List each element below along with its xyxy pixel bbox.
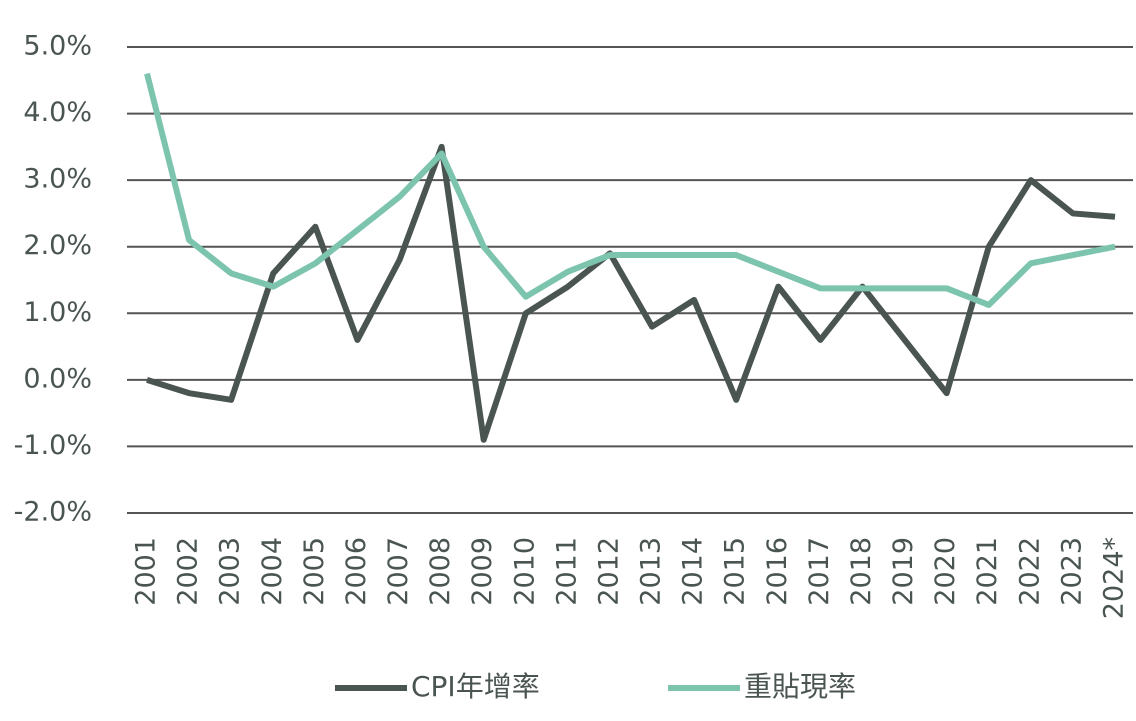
y-tick-label: 2.0% bbox=[23, 230, 92, 261]
series-line bbox=[146, 143, 1116, 443]
x-tick-label: 2014 bbox=[678, 537, 709, 606]
x-tick-label: 2018 bbox=[846, 537, 877, 606]
x-tick-label: 2004 bbox=[257, 537, 288, 606]
legend: CPI年增率 重貼現率 bbox=[335, 670, 856, 703]
x-tick-label: 2001 bbox=[131, 537, 162, 606]
x-tick-label: 2006 bbox=[341, 537, 372, 606]
legend-label: 重貼現率 bbox=[744, 670, 856, 703]
x-tick-label: 2002 bbox=[173, 537, 204, 606]
x-tick-label: 2008 bbox=[425, 537, 456, 606]
x-tick-label: 2016 bbox=[762, 537, 793, 606]
x-tick-label: 2019 bbox=[888, 537, 919, 606]
x-tick-label: 2021 bbox=[972, 537, 1003, 606]
y-tick-label: -1.0% bbox=[14, 430, 92, 461]
y-tick-label: 3.0% bbox=[23, 164, 92, 195]
y-tick-label: 1.0% bbox=[23, 297, 92, 328]
series-line bbox=[144, 72, 1116, 308]
legend-label: CPI年增率 bbox=[411, 670, 540, 703]
x-tick-label: 2010 bbox=[509, 537, 540, 606]
x-tick-label: 2024* bbox=[1099, 537, 1130, 619]
y-tick-label: -2.0% bbox=[14, 497, 92, 528]
x-tick-label: 2023 bbox=[1056, 537, 1087, 606]
x-tick-label: 2020 bbox=[930, 537, 961, 606]
y-tick-label: 4.0% bbox=[23, 97, 92, 128]
x-tick-label: 2015 bbox=[720, 537, 751, 606]
x-tick-label: 2007 bbox=[383, 537, 414, 606]
y-tick-label: 0.0% bbox=[23, 363, 92, 394]
x-tick-label: 2003 bbox=[215, 537, 246, 606]
x-tick-label: 2009 bbox=[467, 537, 498, 606]
x-tick-label: 2012 bbox=[593, 537, 624, 606]
x-tick-label: 2011 bbox=[551, 537, 582, 606]
x-tick-label: 2017 bbox=[804, 537, 835, 606]
y-tick-label: 5.0% bbox=[23, 31, 92, 62]
x-tick-label: 2013 bbox=[636, 537, 667, 606]
x-tick-label: 2005 bbox=[299, 537, 330, 606]
x-tick-label: 2022 bbox=[1014, 537, 1045, 606]
